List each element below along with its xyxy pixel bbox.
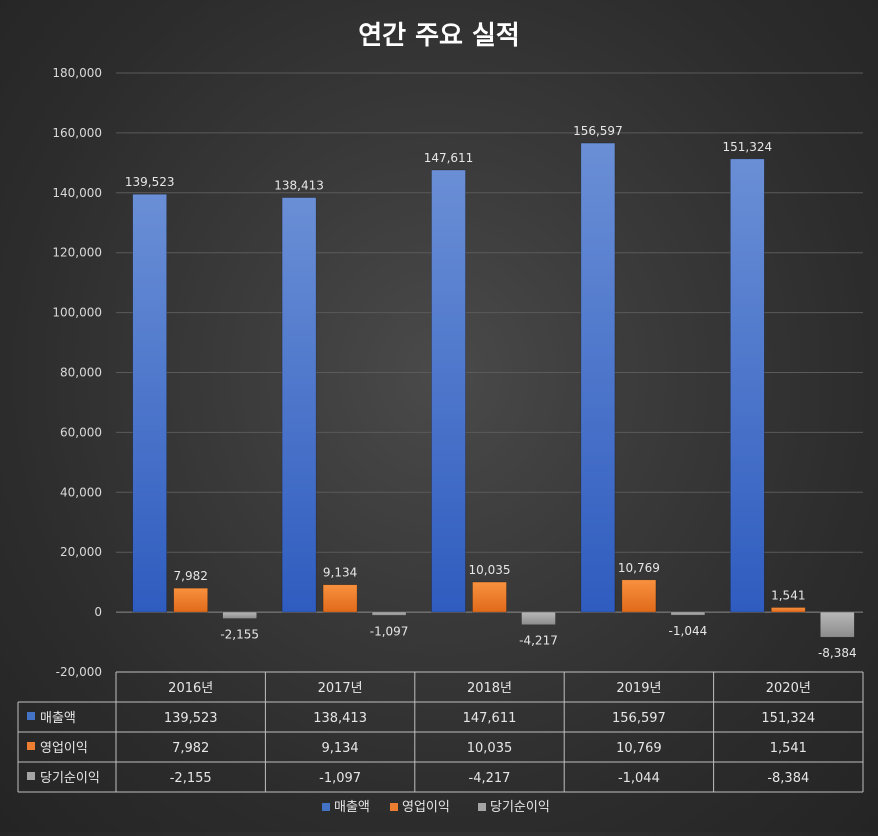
bar	[371, 611, 407, 616]
legend-label: 영업이익	[402, 800, 450, 815]
data-label: 139,523	[125, 175, 175, 189]
table-cell: 9,134	[321, 741, 358, 756]
bar	[431, 169, 466, 613]
data-label: 138,413	[274, 179, 324, 193]
table-header: 2017년	[318, 681, 363, 696]
table-series-swatch	[27, 742, 35, 750]
table-cell: 151,324	[761, 711, 815, 726]
table-cell: -1,097	[319, 771, 361, 786]
data-label: -1,044	[669, 624, 708, 638]
y-axis-ticks: 180,000 160,000 140,000 120,000 100,000 80,00…	[52, 66, 102, 679]
table-series-swatch	[27, 712, 35, 720]
data-label: 151,324	[722, 140, 772, 154]
bar	[281, 197, 317, 613]
table-cell: -4,217	[469, 771, 511, 786]
legend-swatch	[478, 803, 486, 811]
table-cell: 138,413	[313, 711, 367, 726]
data-label: 7,982	[174, 569, 208, 583]
bar	[521, 611, 556, 626]
y-tick-label: 140,000	[52, 186, 102, 200]
y-tick-label: 160,000	[52, 126, 102, 140]
chart-title: 연간 주요 실적	[358, 21, 520, 51]
table-header: 2020년	[766, 681, 811, 696]
y-tick-label: 100,000	[52, 306, 102, 320]
data-label: 147,611	[424, 151, 474, 165]
data-label: 10,035	[469, 563, 511, 577]
table-cell: 10,769	[616, 741, 662, 756]
bar	[222, 611, 257, 619]
table-cell: -1,044	[618, 771, 660, 786]
bar	[580, 142, 616, 613]
bar	[621, 579, 657, 613]
table-header: 2019년	[616, 681, 661, 696]
bar	[132, 193, 167, 613]
legend-swatch	[322, 803, 330, 811]
y-tick-label: 0	[94, 605, 102, 619]
bar	[819, 611, 855, 638]
data-label: -1,097	[370, 624, 409, 638]
table-header: 2018년	[467, 681, 512, 696]
data-labels: 139,523 138,413 147,611 156,597 151,324 7,982…	[125, 124, 857, 660]
legend-label: 당기순이익	[490, 800, 550, 815]
legend-swatch	[390, 803, 398, 811]
table-cell: -2,155	[170, 771, 212, 786]
data-label: 10,769	[618, 561, 660, 575]
y-tick-label: 40,000	[60, 485, 102, 499]
table-series-name: 영업이익	[40, 741, 88, 756]
data-label: -2,155	[220, 628, 259, 642]
table-series-name: 당기순이익	[40, 771, 100, 786]
table-series-name: 매출액	[40, 711, 76, 726]
table-cell: -8,384	[767, 771, 809, 786]
y-tick-label: 80,000	[60, 366, 102, 380]
legend-label: 매출액	[334, 800, 370, 815]
data-label: 156,597	[573, 124, 623, 138]
bar	[472, 581, 507, 613]
y-tick-label: 180,000	[52, 66, 102, 80]
data-label: -4,217	[519, 634, 558, 648]
table-cell: 139,523	[164, 711, 218, 726]
table-cell: 156,597	[612, 711, 666, 726]
table-cell: 7,982	[172, 741, 209, 756]
table-cell: 1,541	[770, 741, 807, 756]
bar	[670, 611, 706, 616]
y-tick-label: -20,000	[56, 665, 102, 679]
bar	[322, 584, 358, 613]
bar	[173, 587, 208, 613]
legend: 매출액 영업이익 당기순이익	[322, 800, 550, 815]
bars	[132, 142, 855, 638]
y-tick-label: 60,000	[60, 425, 102, 439]
table-header: 2016년	[168, 681, 213, 696]
table-cell: 10,035	[467, 741, 513, 756]
data-label: 9,134	[323, 566, 357, 580]
data-label: 1,541	[771, 588, 805, 602]
bar	[729, 158, 765, 613]
bar	[770, 607, 806, 613]
table-series-swatch	[27, 772, 35, 780]
data-label: -8,384	[818, 646, 857, 660]
y-tick-label: 120,000	[52, 246, 102, 260]
table-cell: 147,611	[463, 711, 517, 726]
y-tick-label: 20,000	[60, 545, 102, 559]
